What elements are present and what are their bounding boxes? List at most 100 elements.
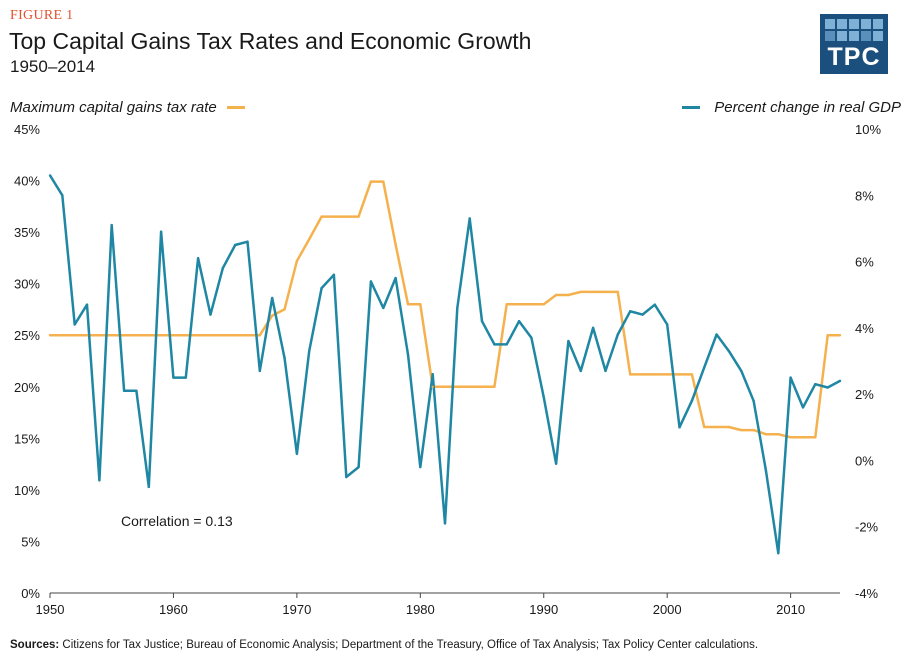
tax-rate-point-2010 (789, 436, 792, 439)
x-tick-label: 1970 (282, 602, 311, 617)
y-right-tick-label: 6% (855, 255, 874, 270)
gdp-point-1956 (122, 389, 126, 393)
tax-rate-point-1961 (184, 334, 187, 337)
tax-rate-point-1980 (419, 303, 422, 306)
tax-rate-point-1998 (641, 373, 644, 376)
gdp-point-1953 (85, 303, 89, 306)
tax-rate-point-1982 (443, 385, 447, 388)
gdp-point-1961 (184, 376, 187, 379)
gdp-point-1959 (159, 230, 163, 233)
gdp-point-1991 (554, 462, 558, 465)
gdp-point-2009 (777, 552, 780, 555)
x-tick-label: 1960 (159, 602, 188, 617)
tax-rate-point-1955 (110, 334, 113, 337)
series-line-gdp (48, 174, 841, 555)
gdp-point-1952 (73, 323, 76, 326)
tax-rate-point-1971 (308, 238, 311, 241)
y-left-tick-label: 30% (14, 277, 40, 292)
tax-rate-point-2007 (752, 428, 755, 432)
tax-rate-point-1969 (283, 308, 286, 311)
tax-rate-point-1997 (628, 373, 632, 376)
tax-rate-point-1963 (209, 334, 212, 337)
logo-text: TPC (827, 43, 881, 71)
tax-rate-point-1993 (579, 290, 582, 294)
tax-rate-point-1956 (122, 334, 126, 337)
gdp-point-2006 (740, 369, 743, 373)
x-tick-label: 2000 (653, 602, 682, 617)
tax-rate-point-1989 (530, 303, 533, 306)
tax-rate-point-1977 (382, 180, 385, 183)
gdp-point-1969 (283, 356, 286, 359)
tax-rate-point-2011 (801, 436, 805, 439)
tax-rate-point-1996 (616, 290, 620, 294)
tax-rate-point-1978 (394, 243, 397, 246)
tax-rate-point-2000 (665, 373, 669, 376)
gdp-point-2008 (764, 469, 768, 472)
tax-rate-point-1985 (480, 385, 484, 388)
gdp-point-1980 (419, 465, 422, 469)
tax-rate-point-2012 (814, 436, 817, 439)
gdp-point-2000 (665, 323, 669, 326)
tpc-logo: TPC (820, 14, 888, 74)
tax-rate-point-1975 (357, 215, 360, 218)
gdp-point-2005 (727, 349, 731, 353)
y-left-tick-label: 0% (21, 586, 40, 601)
gdp-point-1978 (394, 276, 397, 280)
tax-rate-point-1992 (567, 293, 570, 297)
tax-rate-point-1967 (258, 334, 262, 337)
gdp-point-1967 (258, 369, 262, 373)
gdp-point-1988 (517, 320, 521, 323)
gdp-point-1955 (110, 223, 113, 227)
tax-rate-point-2005 (727, 425, 731, 429)
tax-rate-point-2009 (777, 433, 780, 436)
x-tick-label: 1980 (406, 602, 435, 617)
y-left-tick-label: 35% (14, 225, 40, 240)
gdp-point-1965 (233, 243, 237, 247)
tax-rate-point-1973 (332, 215, 336, 218)
gdp-point-1975 (357, 465, 360, 469)
y-axis-left: 0% 5% 10% 15% 20% 25% 30% 35% 40% 45% (14, 122, 40, 601)
tax-rate-point-1983 (456, 385, 459, 388)
gdp-point-1963 (209, 313, 212, 316)
tax-rate-point-1974 (345, 215, 348, 218)
gdp-point-2001 (678, 426, 681, 429)
tax-rate-point-1970 (295, 259, 299, 263)
x-tick-label: 2010 (776, 602, 805, 617)
gdp-point-1970 (295, 452, 299, 455)
tax-rate-point-1979 (406, 303, 410, 306)
gdp-point-1998 (641, 313, 644, 316)
tax-rate-point-1966 (246, 334, 249, 337)
tax-rate-point-1953 (85, 334, 89, 337)
correlation-annotation: Correlation = 0.13 (121, 513, 233, 529)
x-axis: 1950 1960 1970 1980 1990 2000 2010 (36, 593, 805, 617)
tax-rate-point-2014 (838, 334, 842, 337)
y-left-tick-label: 25% (14, 328, 40, 343)
gdp-point-1987 (505, 343, 508, 346)
sources-note: Sources: Citizens for Tax Justice; Burea… (10, 639, 758, 651)
tax-rate-point-1968 (270, 314, 274, 317)
y-right-tick-label: 4% (855, 321, 874, 336)
gdp-point-1972 (320, 286, 323, 290)
gdp-point-1996 (616, 333, 620, 336)
y-right-tick-label: -2% (855, 520, 879, 535)
gdp-point-1958 (147, 485, 150, 489)
tax-rate-point-2004 (715, 425, 718, 429)
gdp-point-1983 (456, 306, 459, 310)
tax-rate-point-1951 (61, 334, 64, 337)
tax-rate-point-1981 (431, 385, 434, 388)
gdp-point-1951 (61, 194, 64, 197)
tax-rate-point-1972 (320, 215, 323, 218)
tax-rate-point-1988 (517, 303, 521, 306)
tax-rate-point-1984 (468, 385, 471, 388)
tax-rate-point-1999 (653, 373, 657, 376)
gdp-point-1995 (604, 369, 607, 373)
gdp-point-1997 (628, 310, 632, 313)
gdp-point-1986 (493, 343, 496, 346)
tax-rate-point-1976 (369, 180, 373, 183)
gdp-point-1977 (382, 306, 385, 310)
x-tick-label: 1950 (36, 602, 65, 617)
y-axis-right: -4% -2% 0% 2% 4% 6% 8% 10% (855, 122, 881, 601)
tax-rate-point-1987 (505, 303, 508, 306)
y-left-tick-label: 20% (14, 380, 40, 395)
